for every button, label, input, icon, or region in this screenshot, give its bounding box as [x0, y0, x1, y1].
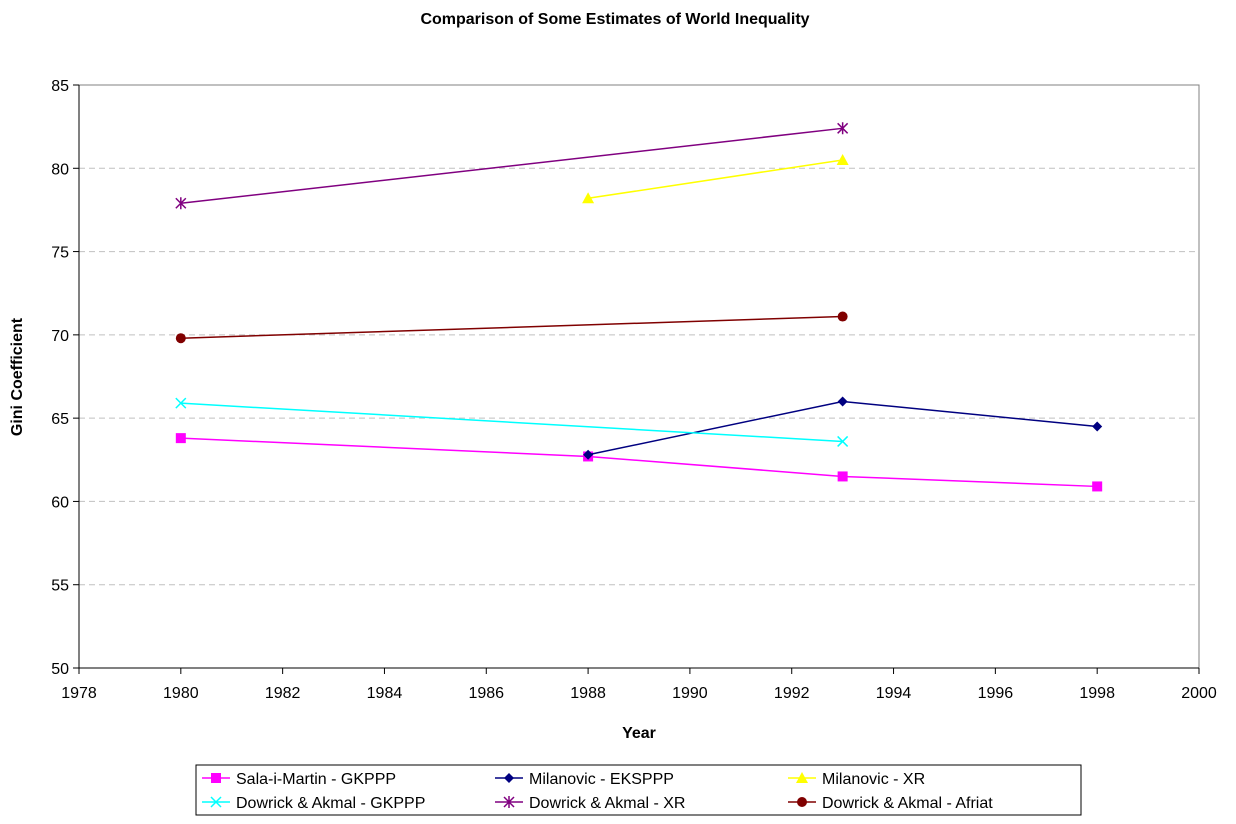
x-tick-label: 1992 [774, 685, 810, 702]
x-tick-label: 1988 [570, 685, 606, 702]
data-point [582, 192, 595, 204]
series-line [180, 437, 1098, 488]
x-tick-label: 1984 [367, 685, 403, 702]
legend-item: Dowrick & Akmal - XR [495, 795, 685, 812]
data-point [837, 122, 849, 135]
legend-marker [504, 773, 514, 783]
x-tick-label: 1978 [61, 685, 97, 702]
x-tick-label: 1996 [978, 685, 1014, 702]
data-point [837, 471, 848, 482]
legend-marker [211, 773, 221, 783]
data-point [175, 433, 186, 444]
series-dowrick-akmal-gkppp [175, 397, 849, 447]
legend-marker [796, 772, 808, 783]
legend-item: Dowrick & Akmal - Afriat [788, 795, 993, 812]
y-tick-label: 55 [51, 578, 69, 595]
y-axis-label: Gini Coefficient [9, 317, 26, 436]
x-axis-label: Year [622, 725, 656, 742]
series-dowrick-akmal-afriat [175, 311, 848, 344]
legend-marker [797, 797, 807, 807]
x-tick-label: 1982 [265, 685, 301, 702]
legend-box [195, 764, 1082, 816]
data-point [837, 435, 849, 447]
data-point [175, 397, 187, 409]
y-tick-label: 85 [51, 78, 69, 95]
data-point [175, 197, 187, 210]
axes: 50 55 60 65 70 75 80 85 1978 1980 1982 1984 1986 1988… [51, 78, 1217, 702]
data-point [837, 396, 848, 407]
x-tick-label: 1986 [468, 685, 504, 702]
series-dowrick-akmal-xr [175, 122, 849, 210]
data-point [837, 311, 848, 322]
series-milanovic-xr [582, 153, 849, 204]
data-point [836, 153, 849, 165]
legend-label: Milanovic - XR [822, 771, 925, 788]
x-tick-label: 2000 [1181, 685, 1217, 702]
series-line [587, 159, 843, 200]
y-tick-label: 60 [51, 494, 69, 511]
chart-title: Comparison of Some Estimates of World In… [420, 11, 809, 28]
legend-marker [503, 796, 515, 808]
gridlines [79, 167, 1199, 586]
y-tick-label: 70 [51, 328, 69, 345]
legend-item: Milanovic - EKSPPP [495, 771, 674, 788]
series-milanovic-eksppp [583, 396, 1103, 460]
y-tick-label: 80 [51, 161, 69, 178]
data-point [175, 333, 186, 344]
x-tick-label: 1994 [876, 685, 912, 702]
legend-label: Dowrick & Akmal - GKPPP [236, 795, 425, 812]
data-point [583, 449, 594, 460]
legend-item: Milanovic - XR [788, 771, 925, 788]
legend-label: Sala-i-Martin - GKPPP [236, 771, 396, 788]
y-tick-label: 75 [51, 245, 69, 262]
data-point [1092, 421, 1103, 432]
series-line [180, 315, 843, 339]
series-line [180, 127, 843, 205]
legend-label: Dowrick & Akmal - Afriat [822, 795, 993, 812]
data-point [1092, 481, 1103, 492]
x-tick-label: 1990 [672, 685, 708, 702]
plot-area [78, 84, 1200, 669]
legend-label: Dowrick & Akmal - XR [529, 795, 685, 812]
series-layer [175, 122, 1103, 492]
y-tick-label: 65 [51, 411, 69, 428]
series-sala-i-martin-gkppp [175, 433, 1103, 492]
y-tick-label: 50 [51, 661, 69, 678]
x-tick-label: 1998 [1079, 685, 1115, 702]
legend-item: Sala-i-Martin - GKPPP [202, 771, 396, 788]
legend: Sala-i-Martin - GKPPP Milanovic - EKSPPP M… [202, 771, 993, 812]
legend-item: Dowrick & Akmal - GKPPP [202, 795, 425, 812]
legend-marker [210, 796, 222, 808]
series-line [587, 400, 1098, 456]
series-line [180, 402, 843, 443]
legend-label: Milanovic - EKSPPP [529, 771, 674, 788]
x-tick-label: 1980 [163, 685, 199, 702]
